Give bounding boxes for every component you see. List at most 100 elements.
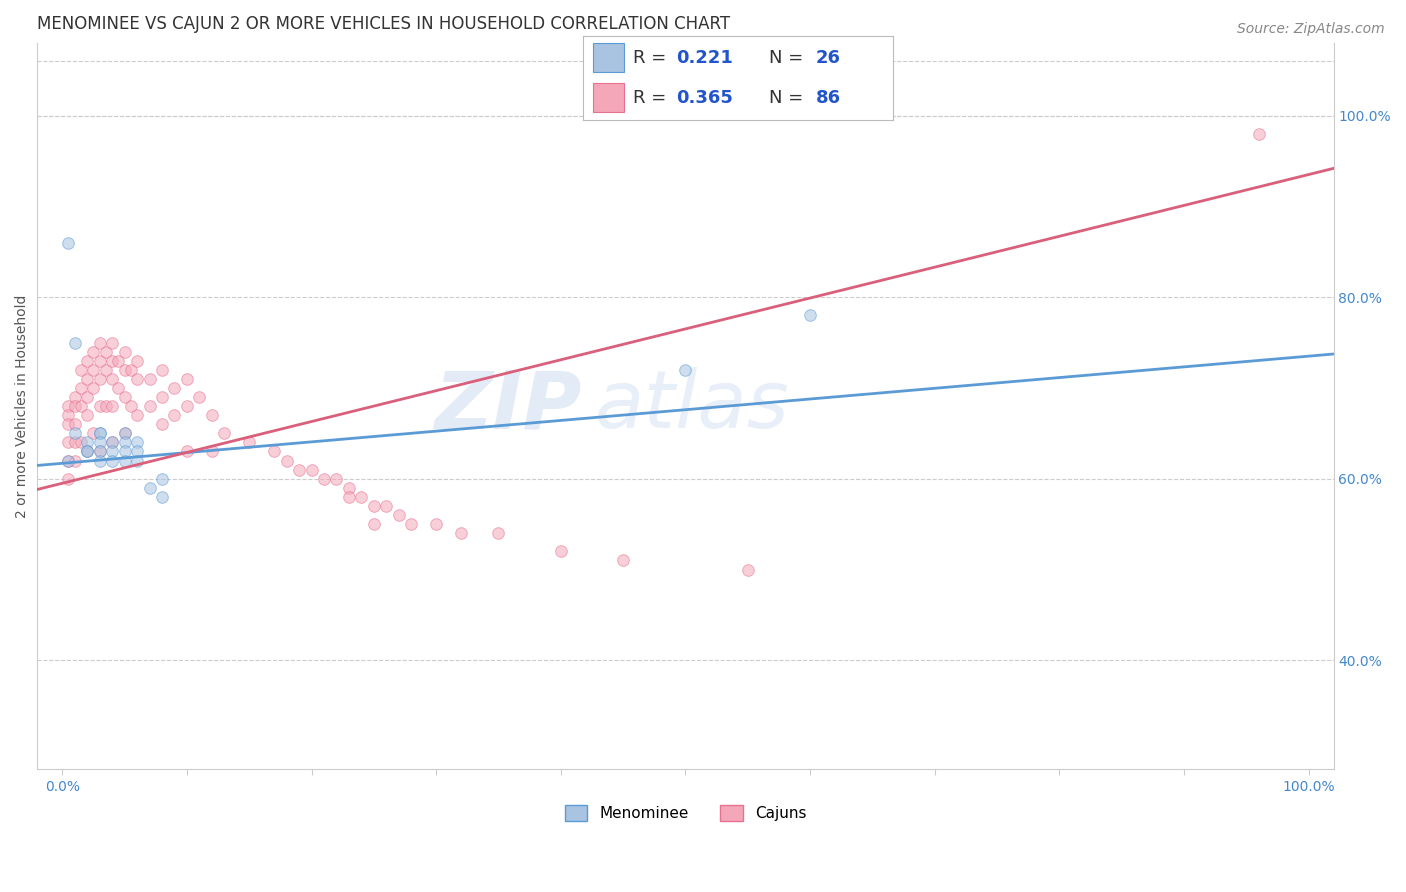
Point [450, 526, 472, 541]
Point [150, 472, 173, 486]
Point [673, 363, 696, 377]
Point [101, 399, 124, 413]
Point [82, 344, 104, 359]
Point [120, 399, 142, 413]
Point [101, 353, 124, 368]
Point [799, 308, 821, 322]
Text: MENOMINEE VS CAJUN 2 OR MORE VEHICLES IN HOUSEHOLD CORRELATION CHART: MENOMINEE VS CAJUN 2 OR MORE VEHICLES IN… [38, 15, 731, 33]
Point [276, 453, 298, 467]
Text: 0.221: 0.221 [676, 49, 733, 67]
Point [188, 390, 211, 404]
Point [58, 235, 80, 250]
Point [89, 435, 111, 450]
Point [82, 363, 104, 377]
Point [150, 390, 173, 404]
Point [101, 435, 124, 450]
FancyBboxPatch shape [593, 83, 624, 112]
Point [63, 390, 86, 404]
Point [89, 426, 111, 441]
Point [76, 444, 98, 458]
Point [70, 435, 93, 450]
Point [301, 463, 323, 477]
Point [288, 463, 311, 477]
Text: ZIP: ZIP [434, 368, 582, 445]
Point [101, 335, 124, 350]
Point [89, 353, 111, 368]
Point [58, 472, 80, 486]
Point [363, 499, 385, 513]
Point [58, 408, 80, 422]
Point [89, 453, 111, 467]
Point [114, 344, 136, 359]
Point [388, 508, 411, 522]
Point [125, 444, 148, 458]
Point [101, 372, 124, 386]
Point [263, 444, 285, 458]
Point [63, 335, 86, 350]
Point [163, 381, 186, 395]
Point [63, 399, 86, 413]
Point [114, 435, 136, 450]
Y-axis label: 2 or more Vehicles in Household: 2 or more Vehicles in Household [15, 294, 30, 517]
Point [70, 381, 93, 395]
Point [150, 490, 173, 504]
Point [150, 417, 173, 432]
Point [76, 435, 98, 450]
Point [114, 363, 136, 377]
Point [89, 372, 111, 386]
Point [114, 444, 136, 458]
Point [138, 399, 160, 413]
Point [114, 390, 136, 404]
Legend: Menominee, Cajuns: Menominee, Cajuns [558, 799, 813, 827]
Point [94, 363, 117, 377]
Point [176, 444, 198, 458]
Point [107, 381, 129, 395]
Point [176, 372, 198, 386]
Point [101, 453, 124, 467]
Point [176, 399, 198, 413]
Point [214, 426, 236, 441]
Point [76, 408, 98, 422]
Point [163, 408, 186, 422]
Text: N =: N = [769, 49, 808, 67]
Point [114, 426, 136, 441]
Point [550, 544, 572, 558]
Point [70, 363, 93, 377]
Point [138, 372, 160, 386]
Point [337, 490, 360, 504]
Point [1247, 127, 1270, 141]
Point [101, 435, 124, 450]
Point [94, 344, 117, 359]
Text: 0.365: 0.365 [676, 88, 733, 106]
Point [201, 444, 224, 458]
Point [58, 399, 80, 413]
Point [76, 390, 98, 404]
Point [63, 426, 86, 441]
Point [58, 417, 80, 432]
Point [89, 335, 111, 350]
Point [70, 399, 93, 413]
Point [238, 435, 260, 450]
Point [114, 426, 136, 441]
Point [150, 363, 173, 377]
Point [612, 553, 634, 567]
Text: Source: ZipAtlas.com: Source: ZipAtlas.com [1237, 22, 1385, 37]
Text: R =: R = [633, 49, 672, 67]
Point [82, 381, 104, 395]
Point [325, 472, 347, 486]
Point [63, 435, 86, 450]
Point [89, 399, 111, 413]
Point [125, 453, 148, 467]
Text: 26: 26 [815, 49, 841, 67]
Point [58, 435, 80, 450]
Point [58, 453, 80, 467]
Point [63, 417, 86, 432]
Point [125, 435, 148, 450]
Point [94, 399, 117, 413]
Point [120, 363, 142, 377]
Point [337, 481, 360, 495]
Text: N =: N = [769, 88, 808, 106]
Point [58, 453, 80, 467]
Point [125, 408, 148, 422]
Point [89, 444, 111, 458]
